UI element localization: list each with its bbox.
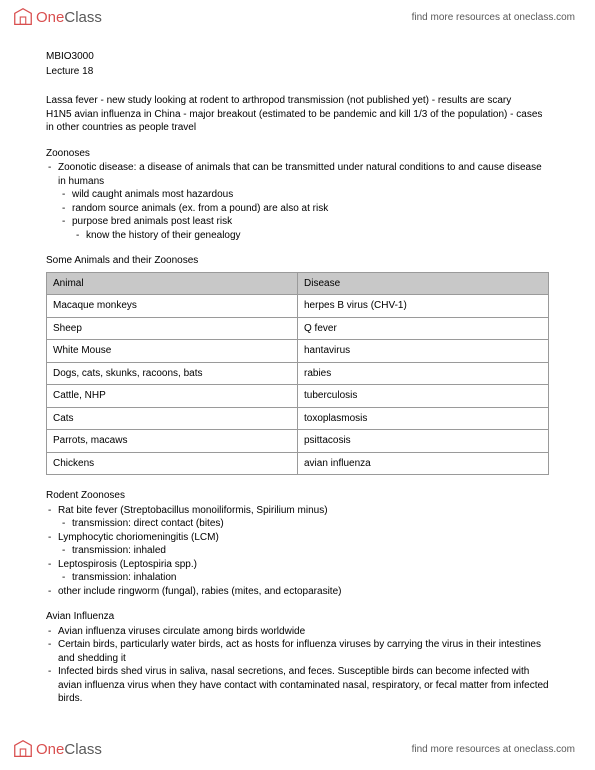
logo-icon [12,6,34,28]
footer-resources-link[interactable]: find more resources at oneclass.com [412,744,575,755]
brand-one: One [36,9,64,26]
list-item: know the history of their genealogy [74,229,549,243]
list-item: wild caught animals most hazardous [60,188,549,202]
table-row: Chickensavian influenza [47,452,549,475]
rodent-list: Rat bite fever (Streptobacillus monoilif… [46,504,549,599]
list-item: Certain birds, particularly water birds,… [46,638,549,665]
zoonoses-title: Zoonoses [46,147,549,161]
brand-name: OneClass [36,9,102,26]
avian-title: Avian Influenza [46,610,549,624]
brand-class: Class [64,9,102,26]
course-code: MBIO3000 [46,50,549,64]
table-row: Parrots, macawspsittacosis [47,430,549,453]
document-body: MBIO3000 Lecture 18 Lassa fever - new st… [0,34,595,706]
list-item: Lymphocytic choriomeningitis (LCM) [46,531,549,545]
brand-one: One [36,741,64,758]
intro-paragraph: Lassa fever - new study looking at roden… [46,94,549,135]
zoonoses-table: Animal Disease Macaque monkeysherpes B v… [46,272,549,476]
list-item: Avian influenza viruses circulate among … [46,625,549,639]
list-item: Zoonotic disease: a disease of animals t… [46,161,549,188]
table-row: Macaque monkeysherpes B virus (CHV-1) [47,295,549,318]
brand-class: Class [64,741,102,758]
brand-logo: OneClass [12,6,102,28]
zoonoses-list: Zoonotic disease: a disease of animals t… [46,161,549,242]
table-caption: Some Animals and their Zoonoses [46,254,549,268]
page-header: OneClass find more resources at oneclass… [0,0,595,34]
list-item: random source animals (ex. from a pound)… [60,202,549,216]
list-item: transmission: direct contact (bites) [60,517,549,531]
table-row: White Mousehantavirus [47,340,549,363]
table-header-disease: Disease [298,272,549,295]
list-item: Rat bite fever (Streptobacillus monoilif… [46,504,549,518]
rodent-title: Rodent Zoonoses [46,489,549,503]
table-row: SheepQ fever [47,317,549,340]
list-item: transmission: inhalation [60,571,549,585]
lecture-number: Lecture 18 [46,65,549,79]
header-resources-link[interactable]: find more resources at oneclass.com [412,12,575,23]
table-row: Catstoxoplasmosis [47,407,549,430]
list-item: Leptospirosis (Leptospiria spp.) [46,558,549,572]
table-row: Dogs, cats, skunks, racoons, batsrabies [47,362,549,385]
brand-logo-footer: OneClass [12,738,102,760]
list-item: other include ringworm (fungal), rabies … [46,585,549,599]
table-header-animal: Animal [47,272,298,295]
page-footer: OneClass find more resources at oneclass… [0,732,595,770]
avian-list: Avian influenza viruses circulate among … [46,625,549,706]
list-item: purpose bred animals post least risk [60,215,549,229]
logo-icon [12,738,34,760]
list-item: Infected birds shed virus in saliva, nas… [46,665,549,706]
brand-name-footer: OneClass [36,741,102,758]
table-row: Cattle, NHPtuberculosis [47,385,549,408]
list-item: transmission: inhaled [60,544,549,558]
